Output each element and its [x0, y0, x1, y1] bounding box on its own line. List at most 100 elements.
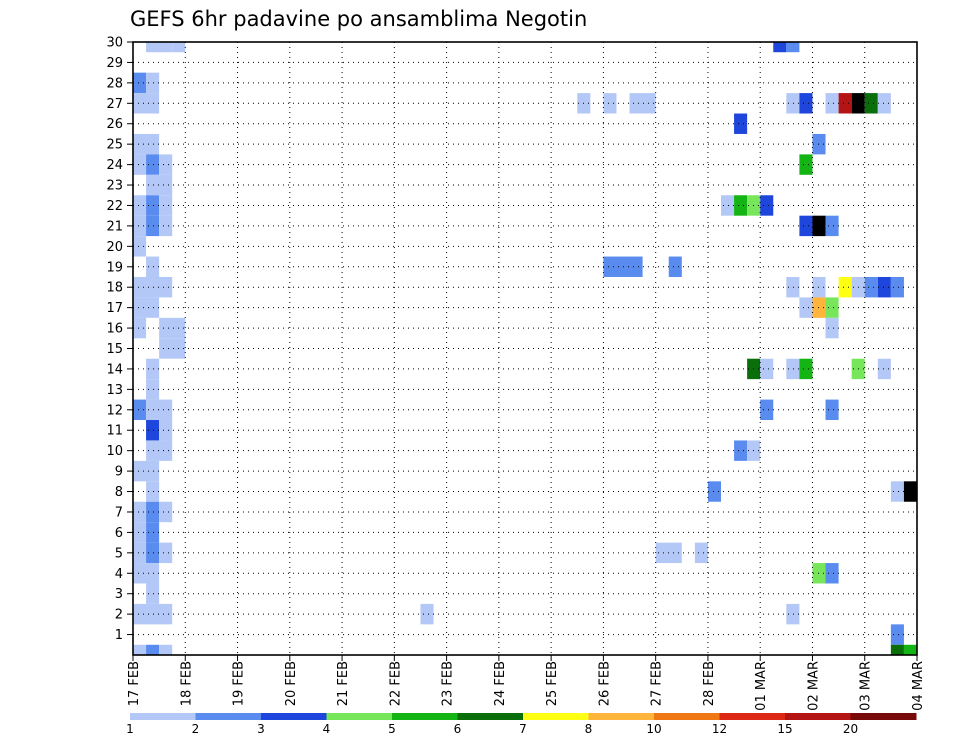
data-cell: [146, 42, 173, 53]
data-cell: [146, 583, 160, 604]
data-cell: [146, 195, 160, 216]
data-cell: [812, 133, 826, 155]
y-tick-label: 1: [115, 628, 123, 643]
colorbar-label: 20: [843, 722, 858, 736]
data-cell: [146, 399, 173, 421]
y-tick-label: 5: [115, 546, 123, 561]
data-cell: [146, 522, 160, 543]
data-cell: [146, 174, 173, 196]
data-cell: [146, 256, 160, 277]
colorbar-label: 15: [777, 722, 792, 736]
colorbar-label: 2: [192, 722, 200, 736]
data-cell: [773, 42, 787, 53]
data-cell: [786, 358, 800, 380]
data-cell: [825, 317, 839, 339]
data-cell: [903, 481, 917, 502]
y-tick-label: 14: [106, 362, 123, 377]
y-tick-label: 9: [115, 465, 123, 480]
data-cell: [159, 644, 173, 655]
data-cell: [146, 420, 160, 441]
data-cell: [825, 93, 839, 114]
colorbar-label: 8: [585, 722, 593, 736]
data-cell: [877, 358, 891, 380]
data-cell: [838, 276, 852, 298]
data-cell: [133, 215, 147, 237]
data-cell: [760, 195, 774, 216]
data-cell: [877, 276, 891, 298]
y-tick-label: 12: [106, 403, 123, 418]
data-cell: [890, 481, 904, 502]
y-tick-label: 27: [106, 97, 123, 112]
colorbar-swatch: [654, 713, 720, 720]
colorbar-label: 6: [454, 722, 462, 736]
y-tick-label: 7: [115, 505, 123, 520]
data-cell: [721, 195, 735, 216]
x-tick-label: 02 MAR: [806, 661, 821, 711]
data-cell: [159, 317, 186, 339]
data-cell: [825, 563, 839, 584]
grid-lines: [133, 42, 917, 655]
data-cell: [159, 542, 173, 564]
x-tick-label: 03 MAR: [859, 661, 874, 711]
y-tick-label: 17: [106, 301, 123, 316]
data-cell: [694, 542, 708, 564]
data-cell: [133, 460, 160, 482]
data-cell: [133, 154, 147, 175]
colorbar-label: 3: [257, 722, 265, 736]
data-cell: [133, 542, 147, 564]
data-cell: [133, 644, 147, 655]
y-tick-label: 11: [106, 424, 123, 439]
data-cell: [799, 297, 813, 318]
y-tick-label: 15: [106, 342, 123, 357]
data-cell: [159, 195, 173, 216]
colorbar-swatch: [850, 713, 917, 720]
x-axis: 17 FEB 18 FEB 19 FEB 20 FEB 21 FEB 22 FEB 23 F…: [127, 655, 926, 711]
data-cell: [825, 215, 839, 237]
x-tick-label: 28 FEB: [702, 661, 717, 706]
y-tick-label: 21: [106, 219, 123, 234]
chart-title: GEFS 6hr padavine po ansamblima Negotin: [130, 7, 587, 31]
data-cell: [890, 276, 904, 298]
colorbar-label: 1: [126, 722, 134, 736]
data-cell: [133, 317, 147, 339]
data-cell: [603, 93, 617, 114]
data-cell: [146, 542, 160, 564]
colorbar-label: 12: [712, 722, 727, 736]
colorbar-swatch: [588, 713, 655, 720]
data-cell: [133, 93, 160, 114]
data-cell: [890, 624, 904, 645]
data-cell: [707, 481, 721, 502]
data-cell: [812, 563, 826, 584]
colorbar-label: 7: [519, 722, 527, 736]
x-tick-label: 23 FEB: [441, 661, 456, 706]
y-tick-label: 8: [115, 485, 123, 500]
x-tick-label: 27 FEB: [650, 661, 665, 706]
colorbar-swatch: [719, 713, 786, 720]
data-cell: [890, 644, 904, 655]
colorbar-label: 4: [323, 722, 331, 736]
data-cell: [133, 236, 147, 257]
data-cell: [760, 399, 774, 421]
y-tick-label: 20: [106, 240, 123, 255]
data-cell: [133, 603, 173, 625]
data-cell: [133, 297, 160, 318]
y-tick-label: 13: [106, 383, 123, 398]
y-tick-label: 10: [106, 444, 123, 459]
data-cell: [864, 276, 878, 298]
data-cell: [133, 133, 160, 155]
y-tick-label: 25: [106, 138, 123, 153]
data-cell: [146, 72, 160, 94]
data-cell: [146, 501, 160, 523]
data-cell: [420, 603, 434, 625]
data-cell: [133, 563, 160, 584]
data-cell: [146, 440, 173, 461]
x-tick-label: 04 MAR: [911, 661, 926, 711]
data-cell: [133, 195, 147, 216]
x-tick-label: 24 FEB: [493, 661, 508, 706]
data-cell: [786, 603, 800, 625]
y-tick-label: 3: [115, 587, 123, 602]
y-tick-label: 16: [106, 322, 123, 337]
data-cell: [734, 113, 748, 134]
colorbar-swatch: [195, 713, 262, 720]
